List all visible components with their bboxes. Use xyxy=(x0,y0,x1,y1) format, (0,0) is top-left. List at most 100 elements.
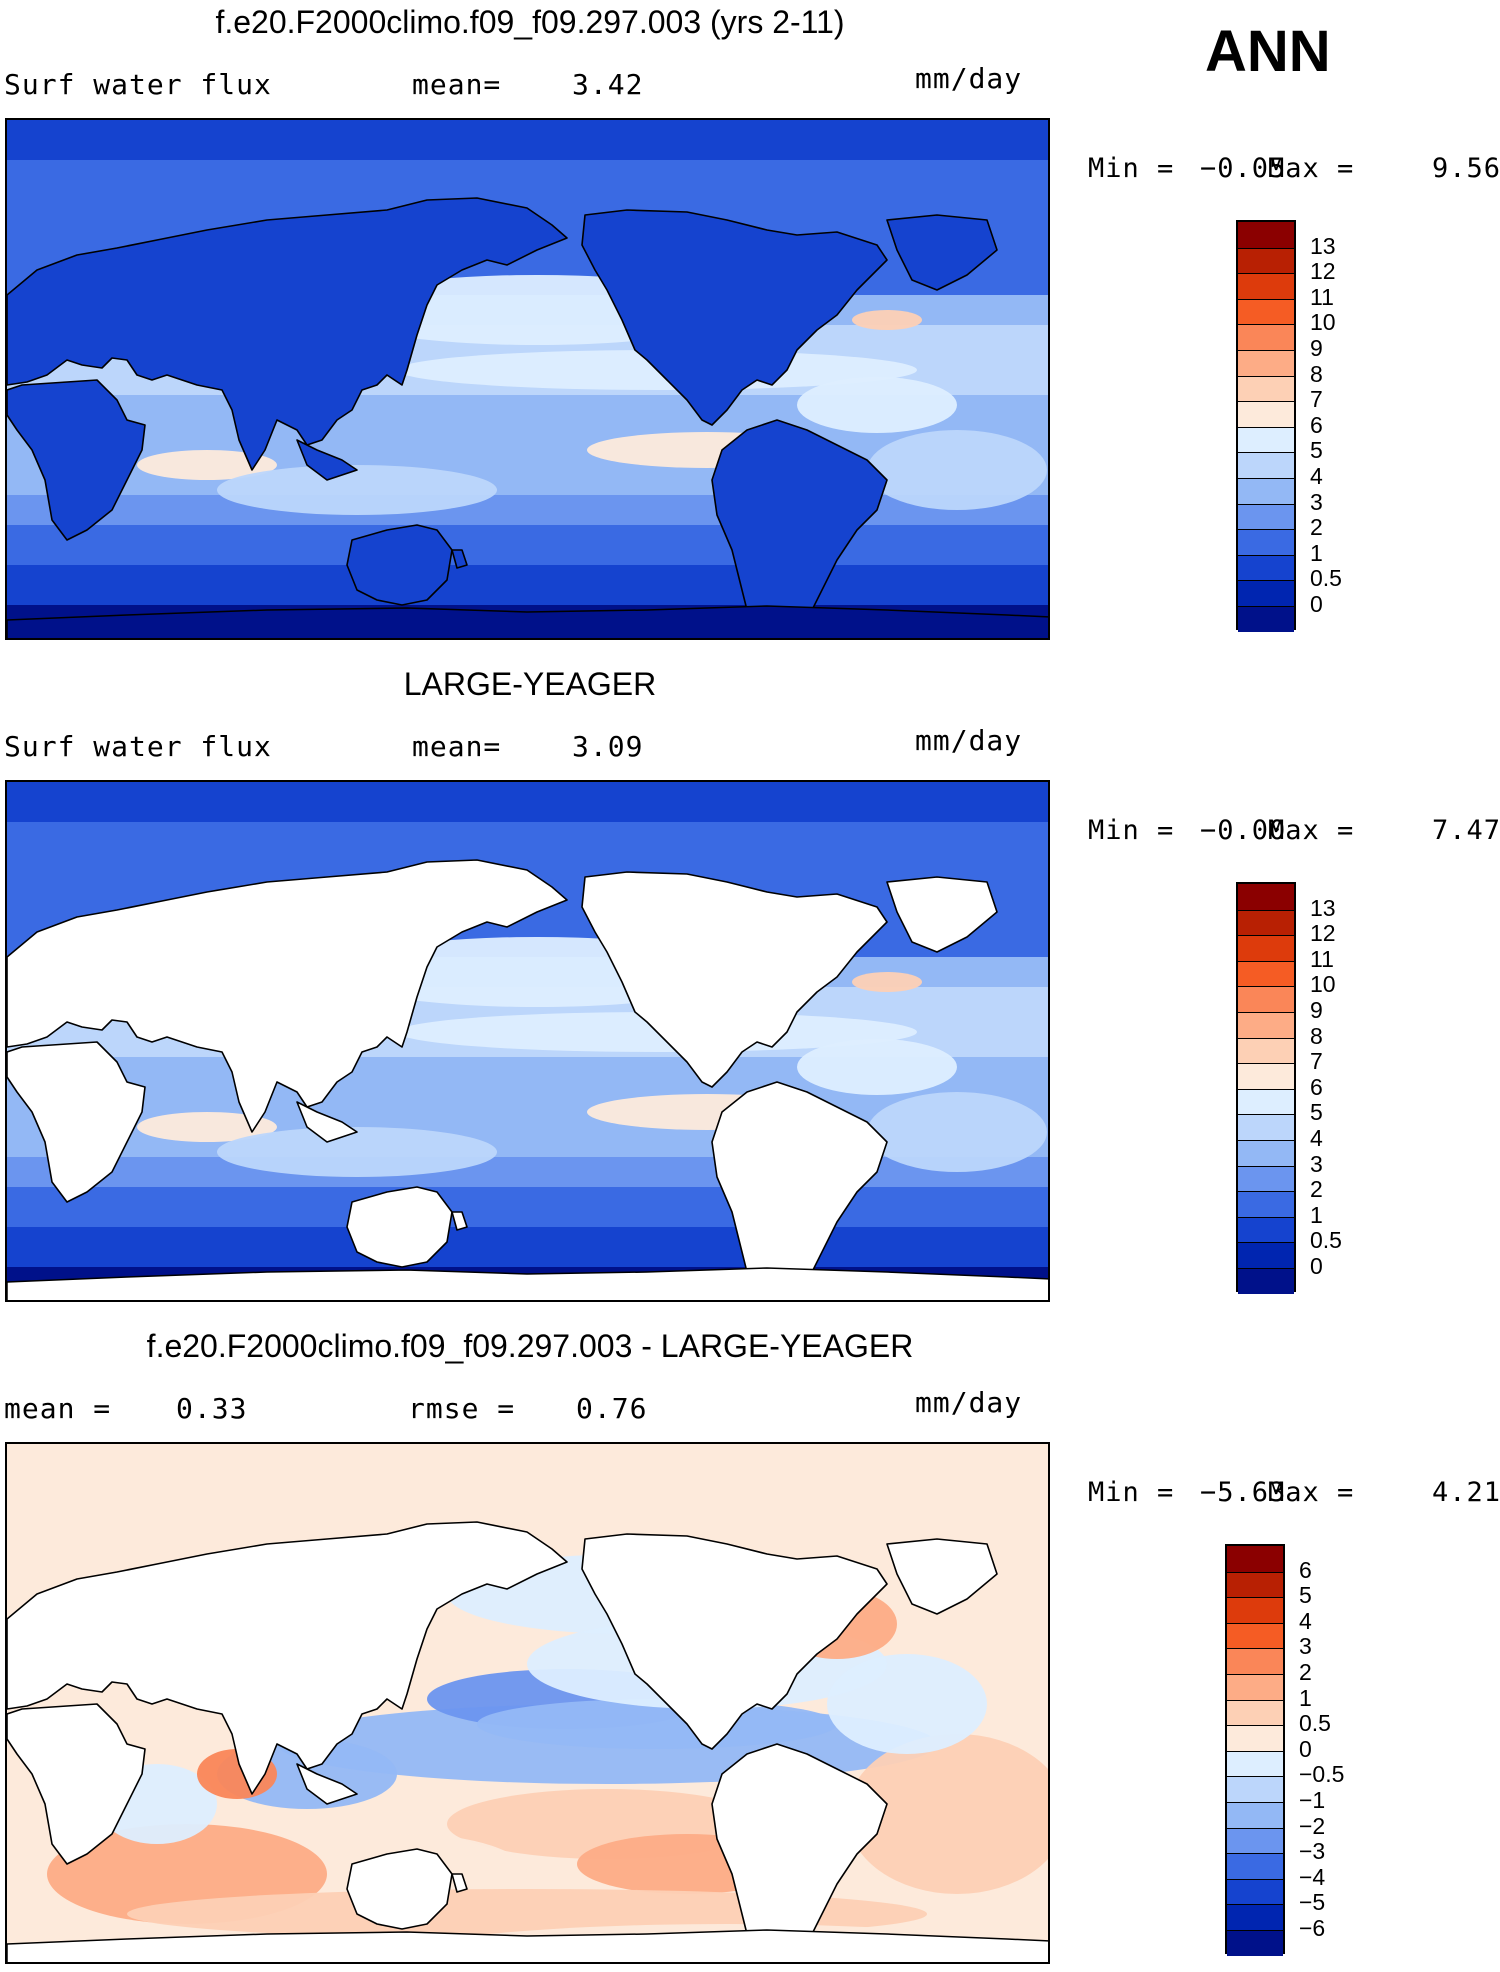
panel2-map-svg xyxy=(7,782,1048,1300)
colorbar-tick-label: 5 xyxy=(1310,1099,1323,1126)
colorbar-tick-label: 4 xyxy=(1310,1125,1323,1151)
antarctica-outline xyxy=(7,1267,1048,1300)
contour-band xyxy=(7,560,1048,605)
panel1-map-svg xyxy=(7,120,1048,638)
colorbar-swatch xyxy=(1238,1114,1294,1140)
continent-outline xyxy=(296,1763,358,1805)
contour-region xyxy=(797,1039,957,1095)
panel3-mean-value: 0.33 xyxy=(176,1392,248,1425)
colorbar-tick-label: 12 xyxy=(1310,258,1336,285)
contour-band xyxy=(7,1182,1048,1227)
continent-outline xyxy=(7,1041,146,1203)
panel1-variable-label: Surf water flux xyxy=(4,68,272,101)
contour-region xyxy=(852,972,922,992)
colorbar-swatch xyxy=(1238,350,1294,376)
continent-outline xyxy=(7,1703,146,1865)
colorbar-tick-label: 2 xyxy=(1299,1659,1312,1685)
colorbar-swatch xyxy=(1238,986,1294,1012)
continent-outline xyxy=(886,1538,998,1615)
continent-outline xyxy=(7,197,568,471)
colorbar-swatch xyxy=(1238,1140,1294,1166)
colorbar-tick-label: 5 xyxy=(1310,437,1323,464)
colorbar-tick-label: 13 xyxy=(1310,232,1336,259)
colorbar-tick-label: 4 xyxy=(1310,463,1323,489)
colorbar-tick-label: −4 xyxy=(1299,1863,1326,1890)
colorbar-swatch xyxy=(1227,1648,1283,1674)
contour-region xyxy=(867,1092,1047,1172)
panel2-units: mm/day xyxy=(915,724,1023,757)
colorbar-tick-label: 8 xyxy=(1310,1022,1323,1049)
colorbar-swatch xyxy=(1238,1268,1294,1294)
panel1-min-value: −0.05 xyxy=(1200,153,1287,184)
colorbar-tick-label: 1 xyxy=(1310,1201,1323,1228)
panel3-mean-label: mean = xyxy=(4,1392,112,1425)
colorbar-swatch xyxy=(1238,247,1294,274)
panel3-rmse-label: rmse = xyxy=(408,1392,516,1425)
colorbar-tick-label: 3 xyxy=(1299,1633,1312,1660)
colorbar-tick-label: −1 xyxy=(1299,1787,1326,1813)
contour-region xyxy=(217,1127,497,1177)
colorbar-swatch xyxy=(1227,1776,1283,1802)
continent-outline xyxy=(7,1521,568,1795)
colorbar-swatch xyxy=(1227,1546,1283,1572)
contour-region xyxy=(217,465,497,515)
colorbar-tick-label: 0.5 xyxy=(1310,565,1342,592)
colorbar-tick-label: 4 xyxy=(1299,1607,1312,1634)
colorbar-swatch xyxy=(1238,1063,1294,1089)
panel3-rmse-value: 0.76 xyxy=(576,1392,648,1425)
colorbar-swatch xyxy=(1227,1597,1283,1623)
panel1-title: f.e20.F2000climo.f09_f09.297.003 (yrs 2-… xyxy=(215,4,845,40)
colorbar-swatch xyxy=(1238,1012,1294,1038)
contour-band xyxy=(7,782,1048,822)
colorbar-tick-label: 7 xyxy=(1310,1048,1323,1075)
colorbar-tick-label: 7 xyxy=(1310,386,1323,413)
panel2-title: LARGE-YEAGER xyxy=(403,666,657,702)
colorbar-tick-label: −6 xyxy=(1299,1915,1326,1941)
colorbar-swatch xyxy=(1227,1930,1283,1956)
colorbar-tick-label: 9 xyxy=(1310,997,1323,1023)
colorbar-tick-label: 0 xyxy=(1310,591,1323,617)
contour-band xyxy=(7,120,1048,160)
colorbar-swatch xyxy=(1238,324,1294,350)
season-label: ANN xyxy=(1205,19,1331,84)
colorbar-swatch xyxy=(1227,1878,1283,1905)
contour-band xyxy=(7,1157,1048,1187)
continent-outline xyxy=(886,214,998,291)
continent-outline xyxy=(346,524,453,606)
panel2-mean-value: 3.09 xyxy=(572,730,644,763)
colorbar-tick-label: −2 xyxy=(1299,1812,1326,1839)
colorbar-tick-label: 0.5 xyxy=(1299,1710,1331,1737)
panel3-max-value: 4.21 xyxy=(1432,1477,1500,1508)
contour-region xyxy=(867,430,1047,510)
panel1-map xyxy=(5,118,1050,640)
contour-region xyxy=(847,1734,1048,1894)
colorbar-tick-label: 6 xyxy=(1299,1556,1312,1583)
colorbar-tick-label: 8 xyxy=(1310,360,1323,387)
panel1-mean-label: mean= xyxy=(412,68,502,101)
continent-outline xyxy=(581,1533,888,1750)
continent-outline xyxy=(7,859,568,1133)
continent-outline xyxy=(451,1873,468,1893)
colorbar-swatch xyxy=(1238,273,1294,299)
colorbar-swatch xyxy=(1238,503,1294,530)
colorbar-tick-label: 5 xyxy=(1299,1582,1312,1609)
antarctica-outline xyxy=(7,1929,1048,1962)
colorbar-box xyxy=(1236,882,1296,1294)
colorbar-tick-label: 11 xyxy=(1310,945,1334,972)
panel1-max-label: Max = xyxy=(1268,153,1355,184)
continent-outline xyxy=(451,549,468,569)
continent-outline xyxy=(581,871,888,1088)
continent-outline xyxy=(7,379,146,541)
continent-outline xyxy=(581,209,888,426)
colorbar-tick-label: 10 xyxy=(1310,309,1336,336)
colorbar-swatch xyxy=(1227,1904,1283,1930)
colorbar-swatch xyxy=(1227,1725,1283,1751)
colorbar-tick-label: 0 xyxy=(1310,1253,1323,1279)
panel2-max-value: 7.47 xyxy=(1432,815,1500,846)
continent-outline xyxy=(296,439,358,481)
colorbar-swatch xyxy=(1238,935,1294,961)
colorbar-tick-label: 0.5 xyxy=(1310,1227,1342,1254)
colorbar-tick-label: 11 xyxy=(1310,283,1334,310)
continent-outline xyxy=(346,1186,453,1268)
continent-outline xyxy=(346,1848,453,1930)
